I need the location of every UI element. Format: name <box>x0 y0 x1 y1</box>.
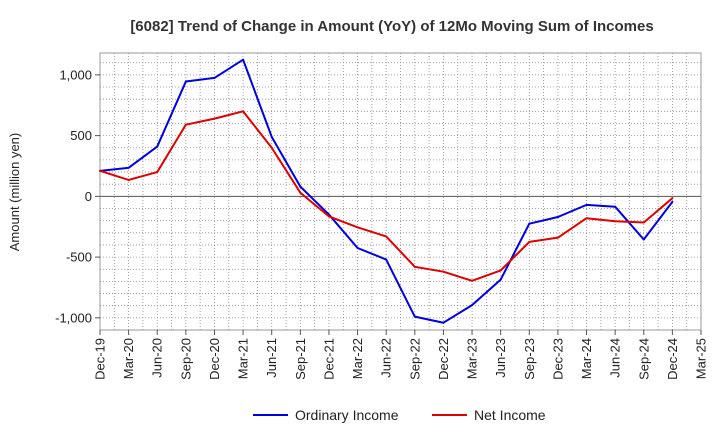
x-tick-label: Sep-24 <box>636 338 651 380</box>
data-point <box>528 240 531 243</box>
data-point <box>156 145 159 148</box>
data-point <box>184 123 187 126</box>
data-point <box>442 321 445 324</box>
data-point <box>156 171 159 174</box>
x-tick-label: Dec-21 <box>321 338 336 380</box>
data-point <box>213 76 216 79</box>
x-tick-label: Jun-23 <box>493 338 508 378</box>
data-point <box>385 258 388 261</box>
x-tick-label: Mar-25 <box>694 338 709 379</box>
y-tick-label: -500 <box>66 250 92 265</box>
data-point <box>184 80 187 83</box>
legend: Ordinary Income Net Income <box>253 407 546 423</box>
x-axis-ticks: Dec-19 Mar-20 Jun-20 Sep-20 Dec-20 Mar-21 Jun-… <box>93 330 709 380</box>
data-point <box>642 238 645 241</box>
data-point <box>471 304 474 307</box>
data-point <box>499 278 502 281</box>
x-tick-label: Dec-19 <box>93 338 108 380</box>
data-point <box>242 58 245 61</box>
legend-label: Ordinary Income <box>295 407 399 423</box>
data-point <box>356 226 359 229</box>
data-point <box>242 110 245 113</box>
data-point <box>299 191 302 194</box>
y-tick-label: 0 <box>85 189 92 204</box>
y-tick-label: 1,000 <box>59 67 92 82</box>
data-point <box>327 215 330 218</box>
data-point <box>671 197 674 200</box>
data-point <box>585 203 588 206</box>
x-tick-label: Dec-20 <box>207 338 222 380</box>
x-tick-label: Mar-21 <box>236 338 251 379</box>
y-axis-label: Amount (million yen) <box>7 133 22 252</box>
data-point <box>413 265 416 268</box>
x-tick-label: Jun-22 <box>379 338 394 378</box>
x-tick-label: Dec-23 <box>550 338 565 380</box>
grid-lines <box>100 53 701 330</box>
data-point <box>499 269 502 272</box>
data-point <box>614 205 617 208</box>
x-tick-label: Sep-20 <box>178 338 193 380</box>
data-point <box>642 221 645 224</box>
data-point <box>127 178 130 181</box>
data-point <box>356 246 359 249</box>
data-point <box>99 169 101 172</box>
x-tick-label: Mar-24 <box>579 338 594 379</box>
x-tick-label: Jun-24 <box>608 338 623 378</box>
data-point <box>385 235 388 238</box>
data-point <box>671 200 674 203</box>
data-point <box>213 117 216 120</box>
data-point <box>556 236 559 239</box>
legend-label: Net Income <box>474 407 546 423</box>
y-axis-ticks: 1,000 500 0 -500 -1,000 <box>55 67 100 325</box>
data-point <box>127 166 130 169</box>
x-tick-label: Dec-22 <box>436 338 451 380</box>
x-tick-label: Jun-20 <box>150 338 165 378</box>
x-tick-label: Jun-21 <box>264 338 279 378</box>
data-point <box>471 279 474 282</box>
data-point <box>413 315 416 318</box>
data-point <box>585 217 588 220</box>
x-tick-label: Mar-22 <box>350 338 365 379</box>
data-point <box>299 185 302 188</box>
data-point <box>556 216 559 219</box>
data-point <box>442 270 445 273</box>
x-tick-label: Sep-22 <box>407 338 422 380</box>
x-tick-label: Dec-24 <box>665 338 680 380</box>
y-tick-label: 500 <box>70 128 92 143</box>
data-point <box>270 135 273 138</box>
data-point <box>270 146 273 149</box>
x-tick-label: Mar-20 <box>121 338 136 379</box>
chart-title: [6082] Trend of Change in Amount (YoY) o… <box>130 18 653 35</box>
x-tick-label: Sep-21 <box>293 338 308 380</box>
series-lines <box>99 58 674 324</box>
y-tick-label: -1,000 <box>55 310 92 325</box>
x-tick-label: Mar-23 <box>465 338 480 379</box>
data-point <box>528 222 531 225</box>
data-point <box>614 220 617 223</box>
x-tick-label: Sep-23 <box>522 338 537 380</box>
